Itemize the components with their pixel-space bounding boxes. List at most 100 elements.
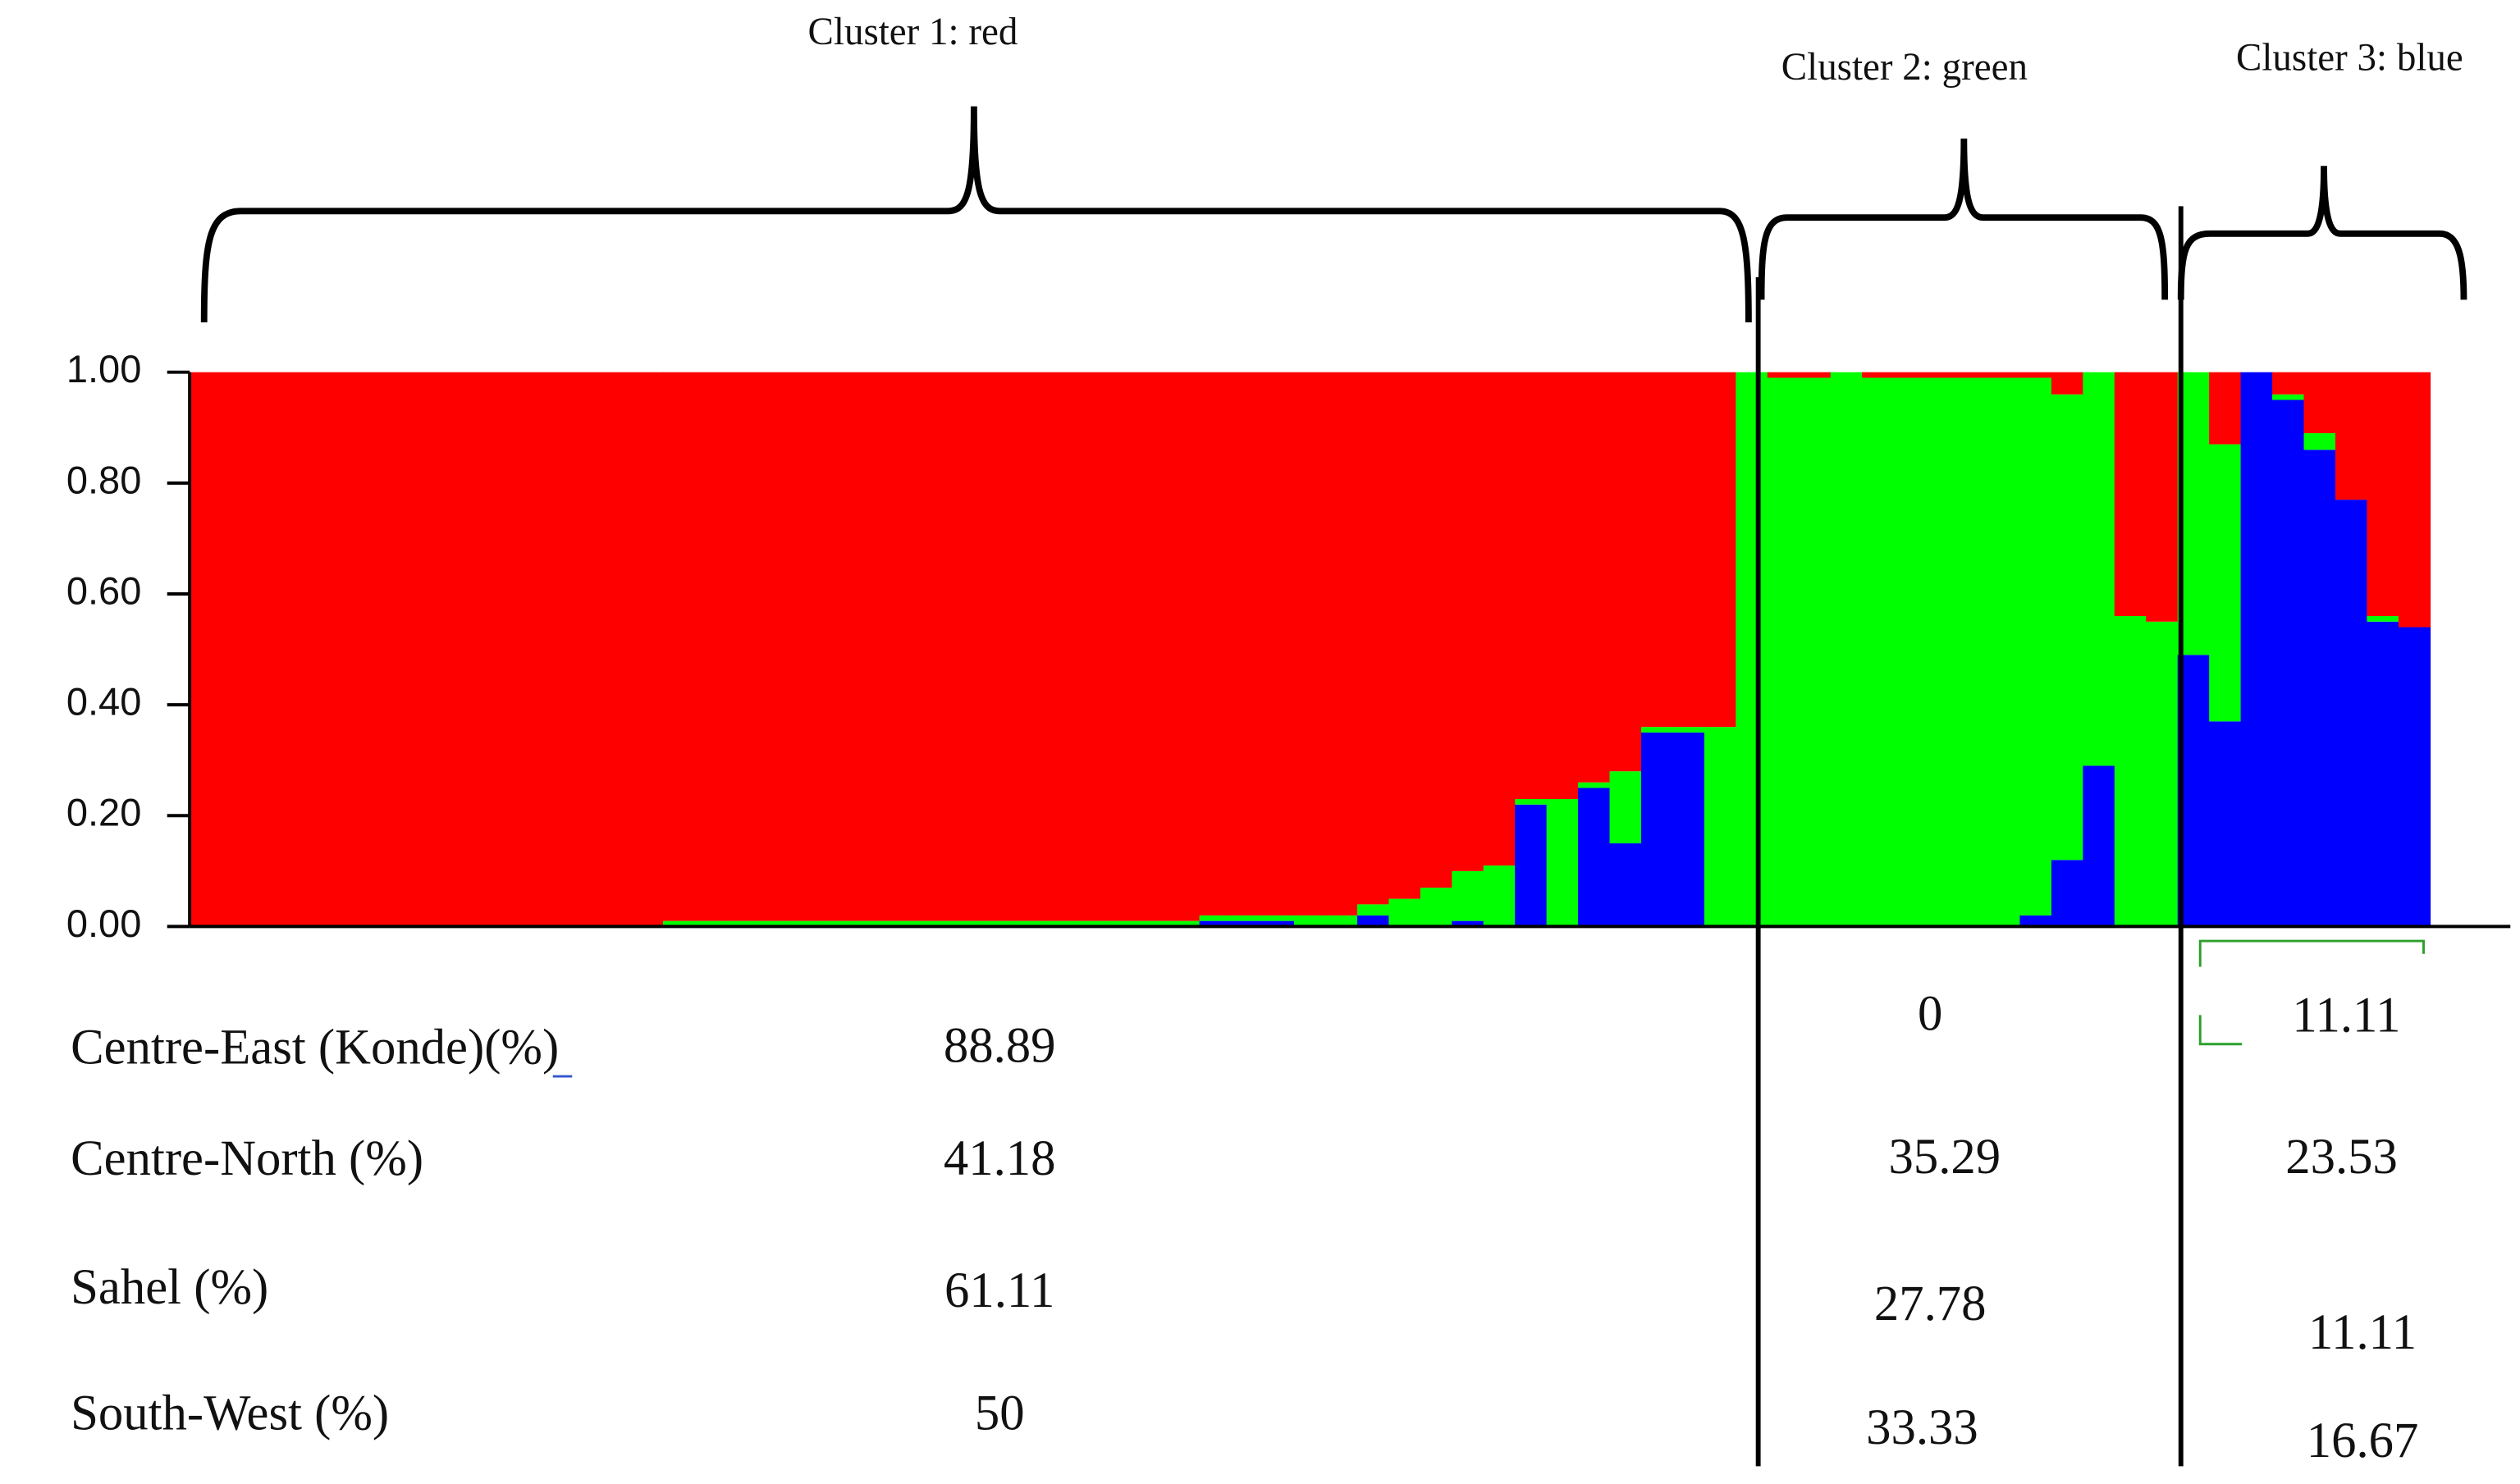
bar-segment (2272, 394, 2305, 400)
brace (200, 106, 1752, 322)
bar-segment (694, 920, 727, 927)
y-tick-label: 1.00 (66, 347, 141, 390)
bar-segment (2209, 721, 2242, 927)
bar-segment (1987, 377, 2021, 927)
bar-segment (568, 372, 601, 927)
bar-segment (2146, 372, 2179, 622)
bar-segment (284, 372, 317, 927)
bar-segment (915, 920, 948, 927)
bar-segment (1388, 372, 1421, 899)
bar-segment (2019, 377, 2052, 916)
bar-segment (1231, 372, 1264, 916)
bar-segment (505, 372, 537, 927)
cluster-label: Cluster 2: green (1781, 46, 2028, 89)
bar-segment (1609, 372, 1642, 772)
bar-segment (2303, 450, 2336, 927)
bar-segment (2367, 616, 2399, 622)
bar-segment (1672, 727, 1705, 733)
bar-segment (2209, 444, 2242, 722)
bar-segment (1452, 372, 1484, 871)
bar-segment (725, 372, 759, 921)
bar-segment (1483, 865, 1516, 927)
bar-segment (1862, 377, 1895, 927)
bar-segment (410, 372, 443, 927)
bar-segment (1009, 920, 1043, 927)
row-label: Centre-East (Konde)(%) (71, 1020, 559, 1075)
bar-segment (1199, 915, 1232, 921)
bar-segment (1293, 372, 1327, 916)
bar-segment (1799, 372, 1832, 378)
bar-segment (1420, 372, 1453, 888)
bar-segment (473, 372, 506, 927)
bar-segment (2019, 372, 2052, 378)
bar-segment (1420, 888, 1453, 927)
table-cell: 61.11 (944, 1263, 1054, 1318)
row-label: Sahel (%) (71, 1260, 268, 1315)
bar-segment (884, 920, 917, 927)
cluster-label: Cluster 3: blue (2236, 36, 2463, 79)
bar-segment (1041, 920, 1074, 927)
bar-segment (2272, 400, 2305, 927)
bar-segment (378, 372, 412, 927)
bar-segment (1483, 372, 1516, 866)
bar-segment (1041, 372, 1074, 921)
bar-segment (1262, 372, 1295, 916)
bar-segment (1072, 372, 1106, 921)
bar-segment (946, 920, 980, 927)
bar-segment (852, 372, 885, 921)
cell-bracket (2198, 939, 2425, 967)
bar-segment (1578, 782, 1611, 788)
table-cell: 11.11 (2308, 1305, 2417, 1360)
table-cell: 16.67 (2307, 1413, 2419, 1468)
bar-segment (725, 920, 759, 927)
bar-segment (1356, 915, 1390, 927)
bar-segment (2209, 372, 2242, 445)
bar-segment (2083, 372, 2115, 766)
bar-segment (1325, 372, 1358, 916)
bar-segment (1199, 372, 1232, 916)
bar-segment (2303, 372, 2336, 434)
brace (1758, 138, 2169, 300)
bar-segment (662, 372, 696, 921)
bar-segment (1862, 372, 1895, 378)
y-tick-label: 0.20 (66, 791, 141, 834)
bar-segment (1799, 377, 1832, 927)
table-cell: 50 (975, 1386, 1025, 1441)
bar-segment (2335, 500, 2368, 927)
bar-segment (1009, 372, 1043, 921)
bar-segment (1452, 870, 1484, 921)
bar-segment (600, 372, 633, 927)
bar-segment (1830, 372, 1863, 927)
bar-segment (946, 372, 980, 921)
bar-segment (253, 372, 286, 927)
bar-segment (347, 372, 380, 927)
bar-segment (2051, 394, 2084, 861)
cell-bracket (2198, 1015, 2243, 1046)
y-tick-label: 0.60 (66, 568, 141, 612)
bar-segment (2367, 372, 2399, 617)
bar-segment (789, 372, 821, 921)
cluster-label: Cluster 1: red (808, 11, 1018, 53)
bar-segment (1578, 372, 1611, 783)
bar-segment (1325, 915, 1358, 927)
y-tick-label: 0.80 (66, 458, 141, 501)
bar-segment (1262, 915, 1295, 921)
bar-segment (2398, 627, 2431, 927)
bar-segment (537, 372, 569, 927)
bar-segment (821, 372, 853, 921)
bar-segment (1136, 372, 1169, 921)
bar-segment (1925, 377, 1958, 927)
bar-segment (190, 372, 222, 927)
bar-segment (1105, 920, 1137, 927)
bar-segment (1199, 920, 1232, 927)
bar-segment (1640, 372, 1674, 728)
table-cell: 33.33 (1866, 1400, 1978, 1455)
bar-segment (1640, 727, 1674, 733)
table-cell: 88.89 (944, 1019, 1056, 1074)
bar-segment (1609, 771, 1642, 844)
bar-segment (1956, 377, 1989, 927)
bar-segment (1672, 732, 1705, 927)
bar-segment (1231, 920, 1264, 927)
table-cell: 0 (1918, 986, 1942, 1041)
